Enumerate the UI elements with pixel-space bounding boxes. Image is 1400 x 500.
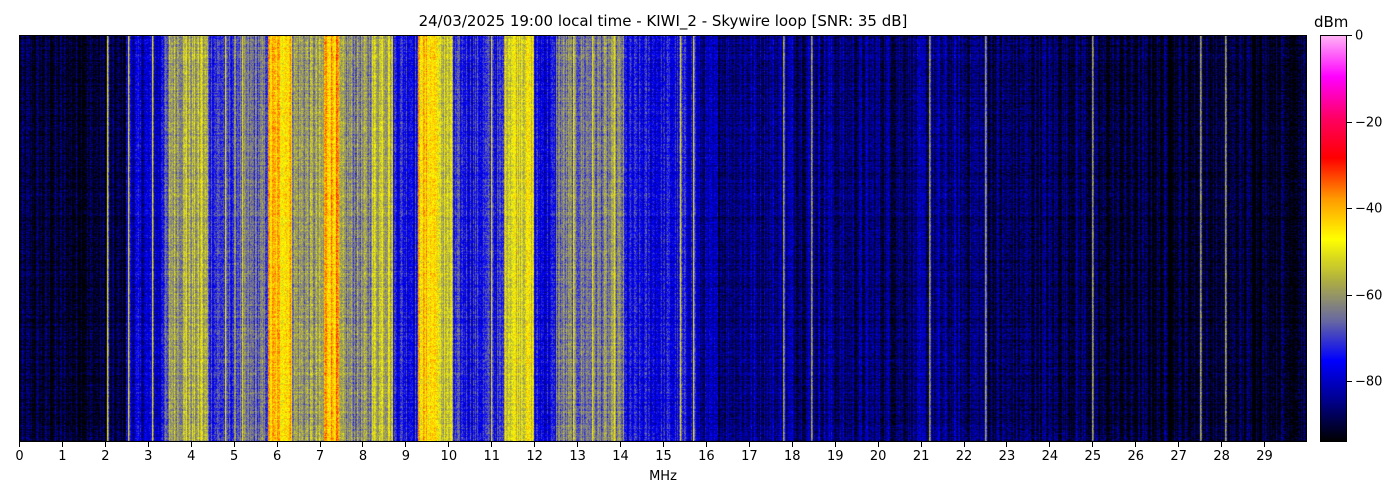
x-tick-label: 6	[272, 449, 282, 464]
x-tick-mark	[1178, 442, 1180, 447]
x-tick-label: 8	[358, 449, 368, 464]
x-tick-mark	[963, 442, 965, 447]
colorbar-label: dBm	[1314, 13, 1349, 31]
x-tick-label: 12	[526, 449, 543, 464]
chart-title: 24/03/2025 19:00 local time - KIWI_2 - S…	[418, 12, 908, 30]
waterfall-heatmap	[19, 35, 1307, 442]
x-tick-mark	[877, 442, 879, 447]
colorbar-tick-mark	[1347, 381, 1352, 383]
x-tick-label: 21	[912, 449, 930, 464]
x-tick-mark	[1049, 442, 1051, 447]
x-tick-label: 18	[784, 449, 801, 464]
x-tick-mark	[448, 442, 450, 447]
colorbar-tick-label: −20	[1355, 115, 1383, 131]
x-tick-mark	[61, 442, 63, 447]
x-tick-label: 16	[698, 449, 715, 464]
colorbar	[1320, 35, 1347, 442]
x-tick-label: 17	[741, 449, 758, 464]
x-tick-label: 3	[144, 449, 153, 464]
colorbar-tick-label: −60	[1355, 288, 1383, 304]
x-tick-label: 15	[655, 449, 672, 464]
x-tick-label: 0	[15, 449, 24, 464]
x-tick-label: 19	[826, 449, 844, 464]
x-tick-mark	[104, 442, 106, 447]
x-tick-mark	[319, 442, 321, 447]
x-tick-mark	[233, 442, 235, 447]
x-tick-label: 27	[1170, 449, 1187, 464]
colorbar-tick-label: 0	[1355, 28, 1364, 44]
x-tick-mark	[147, 442, 149, 447]
plot-frame	[19, 35, 1307, 442]
x-tick-mark	[1264, 442, 1266, 447]
x-tick-label: 10	[440, 449, 458, 464]
x-tick-mark	[362, 442, 364, 447]
colorbar-tick-mark	[1347, 208, 1352, 210]
x-tick-label: 4	[187, 449, 196, 464]
x-tick-mark	[577, 442, 579, 447]
x-tick-label: 25	[1084, 449, 1102, 464]
x-tick-label: 9	[401, 449, 411, 464]
x-tick-mark	[620, 442, 622, 447]
colorbar-tick-mark	[1347, 121, 1352, 123]
x-tick-mark	[705, 442, 707, 447]
x-tick-label: 24	[1041, 449, 1059, 464]
x-tick-mark	[1135, 442, 1137, 447]
x-tick-mark	[1006, 442, 1008, 447]
colorbar-tick-mark	[1347, 294, 1352, 296]
x-tick-label: 7	[315, 449, 325, 464]
colorbar-tick-label: −40	[1355, 201, 1383, 217]
x-tick-label: 11	[483, 449, 501, 464]
x-tick-label: 1	[58, 449, 67, 464]
x-tick-mark	[534, 442, 536, 447]
x-tick-label: 29	[1256, 449, 1273, 464]
x-tick-label: 2	[101, 449, 110, 464]
x-tick-mark	[1092, 442, 1094, 447]
x-tick-mark	[1221, 442, 1223, 447]
x-tick-mark	[748, 442, 750, 447]
x-tick-mark	[791, 442, 793, 447]
x-tick-label: 26	[1127, 449, 1145, 464]
x-tick-label: 14	[612, 449, 629, 464]
x-tick-label: 28	[1213, 449, 1230, 464]
x-tick-mark	[920, 442, 922, 447]
x-tick-mark	[19, 442, 20, 447]
x-tick-label: 22	[955, 449, 973, 464]
x-tick-mark	[834, 442, 836, 447]
x-tick-label: 5	[230, 449, 239, 464]
colorbar-tick-label: −80	[1355, 374, 1383, 390]
colorbar-tick-mark	[1347, 35, 1352, 36]
x-tick-mark	[663, 442, 664, 447]
x-tick-mark	[491, 442, 493, 447]
x-tick-mark	[276, 442, 278, 447]
x-tick-label: 23	[998, 449, 1016, 464]
x-tick-label: 13	[569, 449, 586, 464]
x-tick-label: 20	[869, 449, 887, 464]
x-axis-label: MHz	[649, 469, 677, 484]
x-tick-mark	[190, 442, 192, 447]
x-tick-mark	[405, 442, 407, 447]
